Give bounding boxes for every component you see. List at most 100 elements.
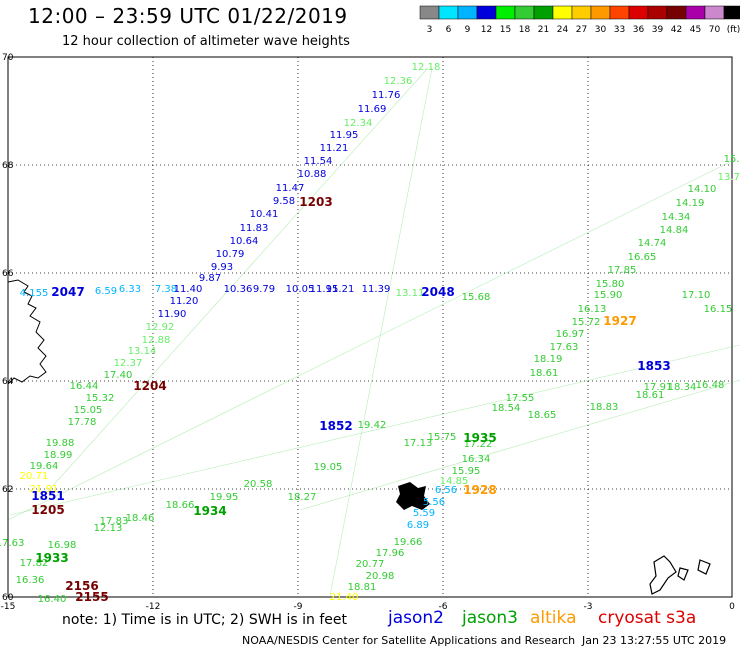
lat-tick-label: 62: [2, 485, 13, 495]
wave-height-label: 11.20: [170, 296, 199, 307]
pass-time-label: 2156: [65, 579, 98, 593]
wave-height-label: 15.35: [724, 154, 740, 165]
wave-height-label: 12.37: [114, 358, 143, 369]
lon-tick-label: -6: [439, 602, 448, 612]
wave-height-label: 10.64: [230, 236, 259, 247]
page-title: 12:00 – 23:59 UTC 01/22/2019: [28, 4, 348, 28]
wave-height-label: 16.44: [70, 381, 99, 392]
wave-height-label: 17.96: [376, 548, 405, 559]
pass-time-label: 1853: [637, 359, 670, 373]
wave-height-label: 11.21: [320, 143, 349, 154]
lat-tick-label: 60: [2, 593, 14, 603]
wave-height-label: 17.40: [104, 370, 133, 381]
scale-label: 6: [446, 25, 452, 35]
wave-height-label: 14.84: [660, 225, 689, 236]
wave-height-label: 12.36: [384, 76, 413, 87]
wave-height-label: 17.82: [20, 558, 49, 569]
wave-height-label: 13.71: [718, 172, 740, 183]
wave-height-label: 19.95: [210, 492, 239, 503]
graticule: [8, 57, 732, 597]
wave-height-label: 10.79: [216, 249, 245, 260]
wave-height-label: 19.78: [0, 0, 14, 3]
scale-label: 70: [709, 25, 721, 35]
pass-time-label: 2048: [421, 285, 454, 299]
wave-height-label: 18.34: [668, 382, 697, 393]
color-scale-legend: 3 6 9 12 15 18 21 24 27 30 33 36 39 42 45 70 (ft): [419, 5, 740, 35]
lat-tick-label: 66: [2, 269, 14, 279]
scale-label: 15: [500, 25, 511, 35]
wave-height-label: 6.56: [435, 485, 457, 496]
pass-path: [7, 159, 735, 521]
scale-label: 9: [465, 25, 471, 35]
wave-height-label: 21.40: [330, 592, 359, 603]
wave-height-label: 13.14: [128, 346, 157, 357]
wave-height-label: 7.38: [155, 284, 177, 295]
wave-height-label: 11.39: [362, 284, 391, 295]
wave-height-label: 17.78: [68, 417, 97, 428]
scale-label: 33: [614, 25, 625, 35]
pass-path: [9, 344, 740, 516]
lon-tick-label: 0: [729, 602, 735, 612]
wave-height-label: 16.40: [38, 594, 67, 605]
wave-height-label: 16.34: [462, 454, 491, 465]
wave-height-label: 11.95: [330, 130, 359, 141]
wave-height-label: 18.46: [126, 513, 155, 524]
pass-time-label: 2155: [75, 590, 108, 604]
wave-height-label: 5.56: [423, 497, 445, 508]
pass-time-label: 1935: [463, 431, 496, 445]
wave-height-label: 15.32: [86, 393, 115, 404]
wave-height-label: 17.22: [464, 439, 493, 450]
wave-height-label: 18.65: [528, 410, 557, 421]
scale-label: 27: [576, 25, 587, 35]
satellite-tracks: 12.1812.3611.7611.6912.3411.9511.2111.54…: [0, 0, 740, 605]
wave-height-label: 18.81: [348, 582, 377, 593]
scale-label: 12: [481, 25, 492, 35]
wave-height-label: 14.85: [440, 476, 469, 487]
wave-height-label: 19.88: [46, 438, 75, 449]
wave-height-label: 18.61: [530, 368, 559, 379]
wave-height-label: 16.97: [556, 329, 585, 340]
wave-height-label: 6.33: [119, 284, 141, 295]
legend-jason2: jason2: [388, 608, 444, 628]
scale-label: 30: [595, 25, 607, 35]
wave-height-label: 15.80: [596, 279, 625, 290]
wave-height-label: 15.05: [74, 405, 103, 416]
lat-tick-label: 68: [2, 161, 14, 171]
scale-swatch: [723, 5, 740, 20]
wave-height-label: 6.59: [95, 286, 117, 297]
wave-height-label: 10.36: [224, 284, 253, 295]
wave-height-label: 16.36: [16, 575, 45, 586]
pass-time-label: 1928: [463, 483, 496, 497]
generated-timestamp: Jan 23 13:27:55 UTC 2019: [582, 634, 727, 647]
wave-height-label: 19.64: [30, 461, 59, 472]
wave-height-label: 17.10: [682, 290, 711, 301]
wave-height-label: 10.05: [286, 284, 315, 295]
wave-height-label: 14.34: [662, 212, 691, 223]
landmasses: [7, 279, 711, 595]
wave-height-label: 11.90: [158, 309, 187, 320]
wave-height-label: 16.15: [704, 304, 733, 315]
wave-height-label: 11.54: [304, 156, 333, 167]
lon-tick-label: -15: [1, 602, 16, 612]
wave-height-label: 9.58: [273, 196, 295, 207]
wave-height-label: 11.40: [174, 284, 203, 295]
wave-height-label: 17.63: [0, 538, 24, 549]
wave-height-label: 16.98: [48, 540, 77, 551]
wave-height-label: 17.83: [100, 516, 129, 527]
wave-height-label: 16.13: [578, 304, 607, 315]
wave-height-label: 10.88: [298, 169, 327, 180]
wave-height-label: 12.18: [412, 62, 441, 73]
faroe-islands: [396, 482, 430, 510]
wave-height-label: 18.54: [492, 403, 521, 414]
pass-time-label: 1203: [299, 195, 332, 209]
wave-height-label: 15.68: [462, 292, 491, 303]
wave-height-label: 19.36: [0, 0, 14, 3]
axis-ticks: -15 -12 -9 -6 -3 0 70 68 66 64 62 60: [1, 53, 735, 612]
wave-height-label: 12.92: [146, 322, 175, 333]
wave-height-label: 20.71: [20, 471, 49, 482]
scale-label: 45: [690, 25, 701, 35]
wave-height-label: 17.63: [550, 342, 579, 353]
scale-label: 21: [538, 25, 549, 35]
scale-label: 36: [633, 25, 645, 35]
